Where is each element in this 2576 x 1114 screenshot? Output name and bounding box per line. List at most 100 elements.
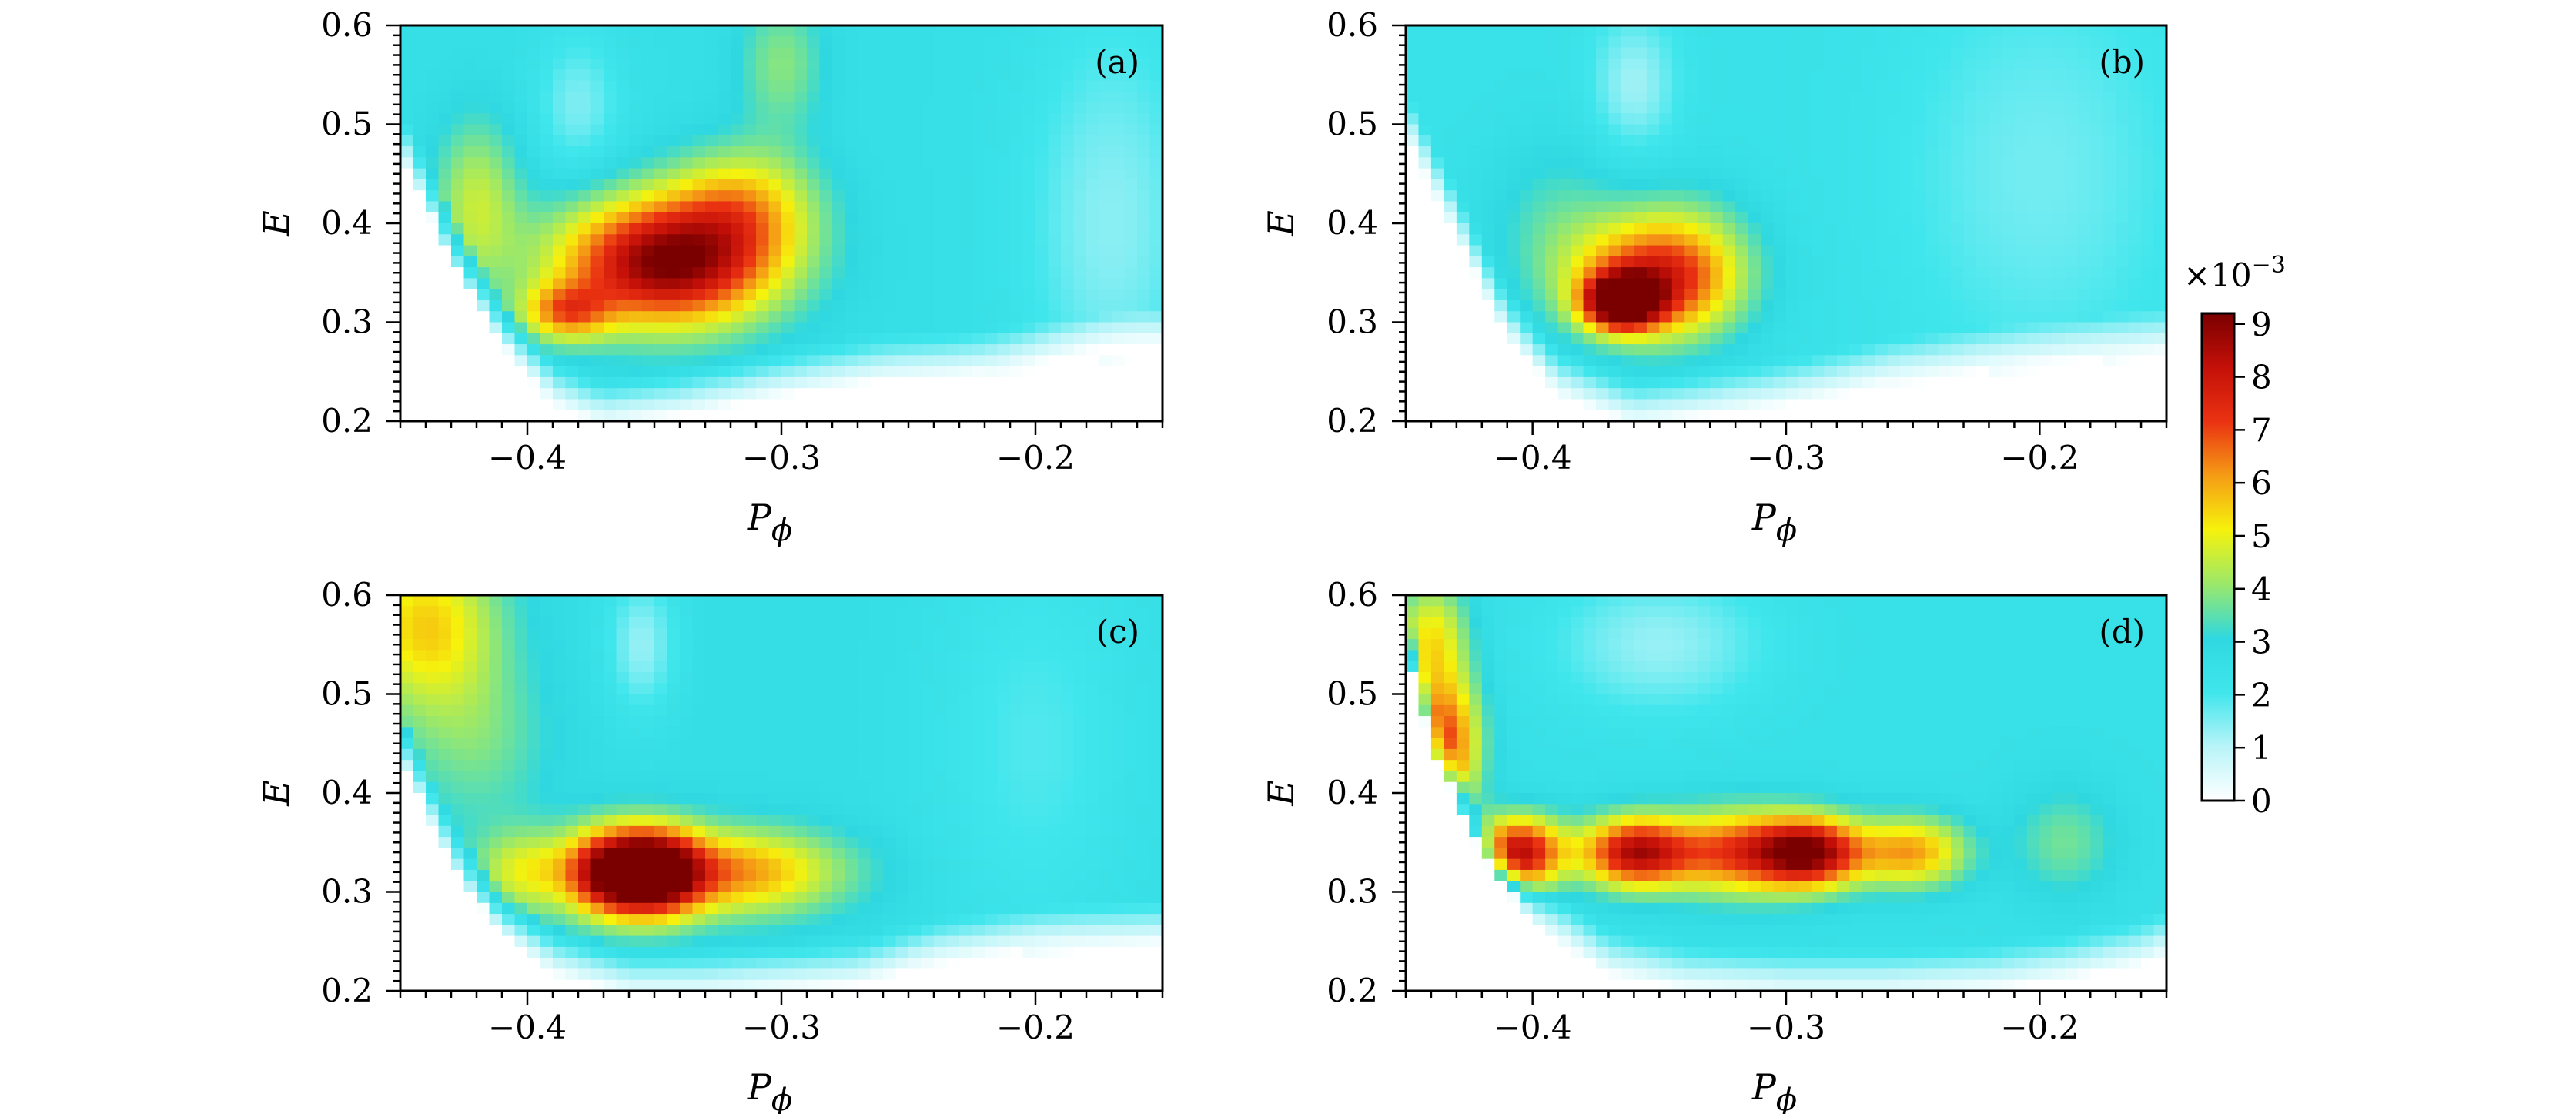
heat-cell	[845, 146, 858, 159]
heat-cell	[438, 946, 452, 958]
heat-cell	[1444, 366, 1457, 378]
heat-cell	[959, 223, 973, 236]
heat-cell	[743, 179, 757, 191]
heat-cell	[870, 146, 884, 159]
heat-cell	[1010, 124, 1024, 136]
heat-cell	[2153, 135, 2167, 147]
heat-cell	[2001, 299, 2016, 313]
heat-cell	[514, 650, 528, 662]
heat-cell	[1761, 135, 1775, 147]
heat-cell	[819, 36, 833, 49]
heat-cell	[1469, 91, 1483, 103]
heat-cell	[1532, 91, 1546, 103]
heat-cell	[426, 58, 440, 70]
heat-cell	[1786, 223, 1800, 236]
heat-cell	[870, 124, 884, 136]
heat-cell	[972, 80, 985, 92]
heat-cell	[2116, 355, 2129, 367]
heat-cell	[768, 25, 782, 38]
heat-cell	[959, 25, 973, 38]
heat-cell	[2065, 201, 2079, 213]
heat-cell	[1112, 355, 1126, 367]
heat-cell	[2026, 102, 2041, 115]
heat-cell	[477, 212, 490, 224]
heat-cell	[578, 168, 592, 180]
heat-cell	[1875, 299, 1889, 313]
heat-cell	[1035, 289, 1049, 301]
heat-cell	[1773, 366, 1787, 378]
heat-cell	[489, 881, 503, 893]
heat-cell	[1124, 344, 1138, 356]
heat-cell	[1659, 58, 1673, 70]
heat-cell	[1086, 322, 1100, 334]
heat-cell	[1659, 376, 1673, 389]
heat-cell	[997, 135, 1011, 147]
heat-cell	[1112, 58, 1126, 70]
heat-cell	[845, 366, 858, 378]
heat-cell	[489, 825, 503, 838]
heat-cell	[1583, 376, 1597, 389]
heat-cell	[1811, 168, 1825, 180]
heat-cell	[1035, 245, 1049, 257]
heat-cell	[463, 223, 477, 236]
heat-cell	[463, 958, 477, 970]
heat-cell	[2039, 80, 2053, 92]
heat-cell	[2039, 58, 2053, 70]
heat-cell	[959, 355, 973, 367]
heat-cell	[527, 299, 541, 313]
heat-cell	[1634, 289, 1648, 301]
heat-cell	[413, 344, 427, 356]
heat-cell	[781, 25, 795, 38]
heat-cell	[578, 212, 592, 224]
heat-cell	[1761, 344, 1775, 356]
heat-cell	[2090, 278, 2104, 290]
heat-cell	[400, 135, 414, 147]
heat-cell	[743, 47, 757, 59]
heat-cell	[1481, 299, 1496, 313]
heat-cell	[641, 410, 655, 422]
heat-cell	[1532, 366, 1546, 378]
heat-cell	[2103, 299, 2116, 313]
heat-cell	[2065, 157, 2079, 169]
heat-cell	[1022, 124, 1036, 136]
heat-cell	[641, 322, 655, 334]
heat-cell	[654, 333, 668, 345]
heat-cell	[565, 234, 579, 246]
heat-cell	[921, 299, 935, 313]
heat-cell	[438, 311, 452, 323]
heat-cell	[667, 410, 681, 422]
heat-cell	[819, 25, 833, 38]
heat-cell	[1849, 58, 1863, 70]
heat-cell	[1507, 388, 1521, 400]
heat-cell	[985, 124, 999, 136]
heat-cell	[934, 91, 948, 103]
heat-cell	[946, 366, 960, 378]
heat-cell	[477, 704, 490, 717]
heat-cell	[1124, 179, 1138, 191]
heat-cell	[1735, 157, 1749, 169]
heat-cell	[641, 256, 655, 268]
heat-cell	[1722, 344, 1736, 356]
heat-cell	[895, 366, 909, 378]
heat-cell	[2001, 223, 2016, 236]
heat-cell	[1761, 157, 1775, 169]
heat-cell	[2014, 168, 2028, 180]
heat-cell	[934, 36, 948, 49]
heat-cell	[1406, 388, 1420, 400]
heat-cell	[2128, 113, 2142, 125]
heat-cell	[1112, 223, 1126, 236]
heat-cell	[604, 124, 617, 136]
heat-cell	[641, 124, 655, 136]
heat-cell	[1925, 376, 1939, 389]
heat-cell	[426, 771, 440, 783]
heat-cell	[2077, 355, 2091, 367]
heat-cell	[794, 113, 808, 125]
heat-cell	[1596, 168, 1610, 180]
heat-cell	[1684, 322, 1698, 334]
heat-cell	[1951, 190, 1965, 202]
heat-cell	[1659, 333, 1673, 345]
heat-cell	[1798, 47, 1812, 59]
heat-cell	[400, 914, 414, 926]
heat-cell	[540, 333, 554, 345]
heat-cell	[2103, 245, 2116, 257]
